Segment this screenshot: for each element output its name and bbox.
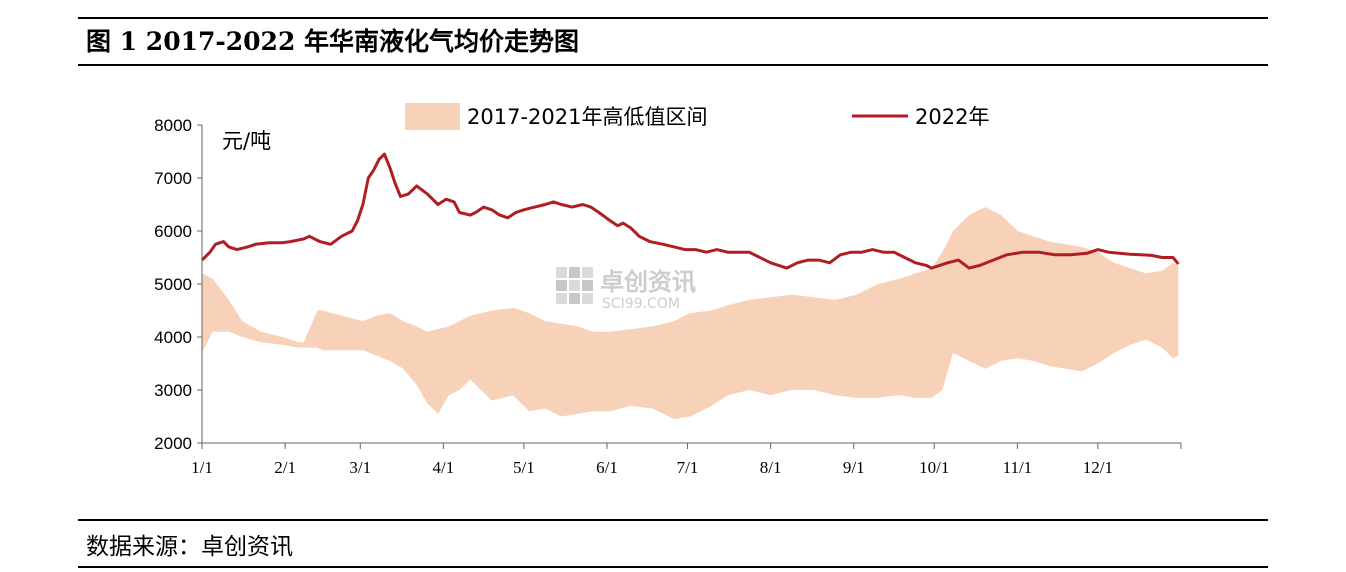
legend-label-line: 2022年 [915, 105, 989, 129]
bottom-rule [78, 566, 1268, 568]
y-tick-label: 4000 [154, 328, 192, 347]
y-tick-label: 2000 [154, 434, 192, 453]
y-ticks: 2000 3000 4000 5000 6000 7000 8000 [154, 116, 202, 453]
x-tick-label: 10/1 [919, 458, 949, 477]
x-tick-label: 12/1 [1083, 458, 1113, 477]
x-tick-label: 6/1 [596, 458, 618, 477]
watermark-name-en: SCI99.COM [602, 296, 680, 312]
x-tick-label: 8/1 [760, 458, 782, 477]
y-tick-label: 6000 [154, 222, 192, 241]
legend: 2017-2021年高低值区间 2022年 [405, 103, 989, 130]
x-tick-label: 3/1 [349, 458, 371, 477]
legend-swatch-band [405, 103, 460, 130]
data-source: 数据来源：卓创资讯 [86, 534, 293, 560]
watermark: 卓创资讯 SCI99.COM [556, 267, 696, 312]
series-line-2022 [200, 152, 1180, 270]
x-tick-label: 9/1 [843, 458, 865, 477]
range-band [202, 207, 1179, 420]
x-tick-label: 1/1 [191, 458, 213, 477]
y-tick-label: 7000 [154, 169, 192, 188]
title-rule [78, 64, 1268, 66]
x-tick-label: 5/1 [513, 458, 535, 477]
top-rule [78, 17, 1268, 19]
figure-title: 图 1 2017-2022 年华南液化气均价走势图 [86, 27, 580, 56]
x-tick-label: 7/1 [677, 458, 699, 477]
x-tick-label: 2/1 [274, 458, 296, 477]
y-tick-label: 8000 [154, 116, 192, 135]
watermark-logo-icon [556, 267, 593, 304]
x-tick-label: 4/1 [433, 458, 455, 477]
source-rule [78, 519, 1268, 521]
legend-label-band: 2017-2021年高低值区间 [467, 105, 707, 129]
x-tick-label: 11/1 [1003, 458, 1033, 477]
x-ticks: 1/1 2/1 3/1 4/1 5/1 6/1 7/1 8/1 9/1 10/1 11/1 12/1 [191, 443, 1182, 477]
watermark-name-cn: 卓创资讯 [600, 268, 696, 296]
y-tick-label: 5000 [154, 275, 192, 294]
y-unit-label: 元/吨 [222, 129, 271, 153]
y-tick-label: 3000 [154, 381, 192, 400]
